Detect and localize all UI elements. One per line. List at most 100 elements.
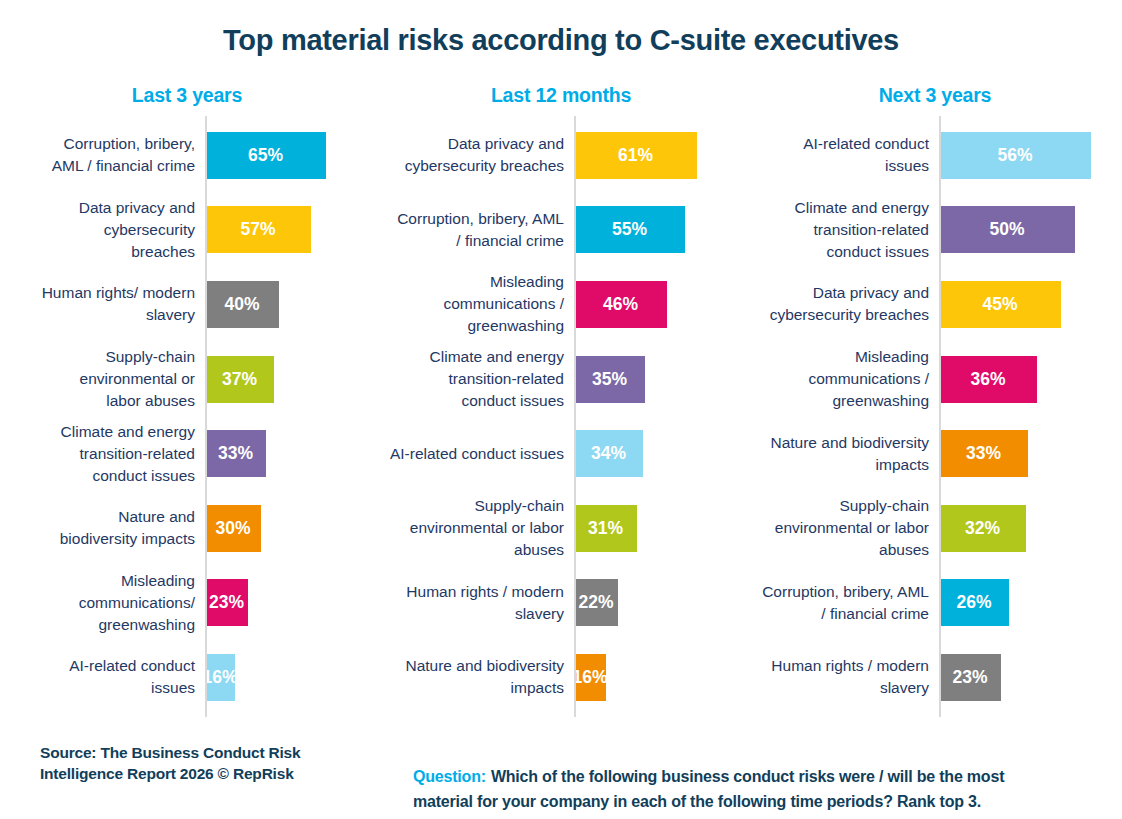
bar: 33% xyxy=(205,430,266,477)
bar-rows: Data privacy and cybersecurity breaches 6… xyxy=(374,118,748,715)
bar: 45% xyxy=(939,281,1061,328)
bar: 65% xyxy=(205,132,326,179)
bar-value-label: 35% xyxy=(592,369,627,390)
category-label: Human rights / modern slavery xyxy=(748,655,939,699)
bar-value-label: 50% xyxy=(989,219,1024,240)
panel-last-12-months: Last 12 months Data privacy and cybersecu… xyxy=(374,84,748,715)
bar: 57% xyxy=(205,206,311,253)
bar-value-label: 16% xyxy=(572,667,607,688)
question-text: Which of the following business conduct … xyxy=(413,768,1004,810)
bar-row-lightblue: AI-related conduct issues56% xyxy=(748,118,1122,193)
bar-value-label: 30% xyxy=(215,518,250,539)
bar-value-label: 45% xyxy=(982,294,1017,315)
bar-value-label: 23% xyxy=(952,667,987,688)
category-label: Supply-chain environmental or labor abus… xyxy=(0,346,205,412)
page-title: Top material risks according to C-suite … xyxy=(0,24,1122,57)
bar-value-label: 22% xyxy=(578,592,613,613)
bar-row-purple: Climate and energy transition-related co… xyxy=(374,342,748,417)
category-label: Misleading communications / greenwashing xyxy=(748,346,939,412)
bar: 32% xyxy=(939,505,1026,552)
category-label: Data privacy and cybersecurity breaches xyxy=(374,133,574,177)
bar-value-label: 57% xyxy=(240,219,275,240)
bar-value-label: 32% xyxy=(965,518,1000,539)
bar: 34% xyxy=(574,430,643,477)
question-prefix-label: Question: xyxy=(413,768,486,785)
bar-value-label: 34% xyxy=(591,443,626,464)
source-note: Source: The Business Conduct Risk Intell… xyxy=(40,743,300,785)
category-label: AI-related conduct issues xyxy=(0,655,205,699)
bar-rows: Corruption, bribery, AML / financial cri… xyxy=(0,118,374,715)
category-label: AI-related conduct issues xyxy=(374,443,574,465)
bar-value-label: 31% xyxy=(588,518,623,539)
bar-row-yellow: Data privacy and cybersecurity breaches 6… xyxy=(374,118,748,193)
category-label: Human rights/ modern slavery xyxy=(0,282,205,326)
panel-header: Next 3 years xyxy=(748,84,1122,108)
bar: 40% xyxy=(205,281,279,328)
category-label: Data privacy and cybersecurity breaches xyxy=(0,197,205,263)
category-label: Misleading communications / greenwashing xyxy=(374,271,574,337)
category-label: Human rights / modern slavery xyxy=(374,581,574,625)
bar-row-yellow: Data privacy and cybersecurity breaches 5… xyxy=(0,193,374,268)
bar-row-purple: Climate and energy transition-related co… xyxy=(748,193,1122,268)
bar: 37% xyxy=(205,356,274,403)
question-note: Question:Which of the following business… xyxy=(413,740,1108,814)
bar: 22% xyxy=(574,579,618,626)
bar-value-label: 33% xyxy=(966,443,1001,464)
bar-row-magenta: Misleading communications/ greenwashing2… xyxy=(0,566,374,641)
bar-value-label: 16% xyxy=(202,667,237,688)
bar-value-label: 26% xyxy=(956,592,991,613)
bar-row-gray: Human rights/ modern slavery40% xyxy=(0,267,374,342)
category-label: Misleading communications/ greenwashing xyxy=(0,570,205,636)
panel-header: Last 12 months xyxy=(374,84,748,108)
category-label: Supply-chain environmental or labor abus… xyxy=(374,495,574,561)
bar-value-label: 33% xyxy=(218,443,253,464)
bar-row-cyan: Corruption, bribery, AML / financial cri… xyxy=(374,193,748,268)
bar: 23% xyxy=(939,654,1001,701)
bar: 31% xyxy=(574,505,637,552)
bar-value-label: 36% xyxy=(970,369,1005,390)
bar-value-label: 55% xyxy=(612,219,647,240)
category-label: Supply-chain environmental or labor abus… xyxy=(748,495,939,561)
bar-row-gray: Human rights / modern slavery22% xyxy=(374,566,748,641)
bar-rows: AI-related conduct issues56%Climate and … xyxy=(748,118,1122,715)
chart-panels: Last 3 years Corruption, bribery, AML / f… xyxy=(0,84,1122,715)
bar-row-gray: Human rights / modern slavery 23% xyxy=(748,640,1122,715)
category-label: Corruption, bribery, AML / financial cri… xyxy=(748,581,939,625)
category-label: Corruption, bribery, AML / financial cri… xyxy=(0,133,205,177)
category-label: Nature and biodiversity impacts xyxy=(748,432,939,476)
bar-value-label: 61% xyxy=(618,145,653,166)
category-label: Nature and biodiversity impacts xyxy=(0,506,205,550)
bar-row-magenta: Misleading communications / greenwashing… xyxy=(748,342,1122,417)
category-label: Data privacy and cybersecurity breaches xyxy=(748,282,939,326)
bar: 16% xyxy=(205,654,235,701)
bar: 16% xyxy=(574,654,606,701)
axis-line xyxy=(574,116,576,717)
bar-row-cyan: Corruption, bribery, AML / financial cri… xyxy=(0,118,374,193)
bar-row-green: Supply-chain environmental or labor abus… xyxy=(748,491,1122,566)
bar-row-orange: Nature and biodiversity impacts 33% xyxy=(748,416,1122,491)
panel-header: Last 3 years xyxy=(0,84,374,108)
bar: 61% xyxy=(574,132,697,179)
bar-row-yellow: Data privacy and cybersecurity breaches 4… xyxy=(748,267,1122,342)
bar-row-orange: Nature and biodiversity impacts 30% xyxy=(0,491,374,566)
bar-value-label: 65% xyxy=(248,145,283,166)
panel-next-3-years: Next 3 years AI-related conduct issues56%… xyxy=(748,84,1122,715)
category-label: Nature and biodiversity impacts xyxy=(374,655,574,699)
bar-row-orange: Nature and biodiversity impacts16% xyxy=(374,640,748,715)
bar: 26% xyxy=(939,579,1009,626)
category-label: Climate and energy transition-related co… xyxy=(748,197,939,263)
bar-value-label: 56% xyxy=(997,145,1032,166)
bar: 35% xyxy=(574,356,645,403)
infographic-frame: Top material risks according to C-suite … xyxy=(0,0,1122,819)
bar: 50% xyxy=(939,206,1075,253)
bar-row-lightblue: AI-related conduct issues 34% xyxy=(374,416,748,491)
bar: 55% xyxy=(574,206,685,253)
bar-value-label: 46% xyxy=(603,294,638,315)
bar-value-label: 23% xyxy=(209,592,244,613)
category-label: Corruption, bribery, AML / financial cri… xyxy=(374,208,574,252)
bar-row-cyan: Corruption, bribery, AML / financial cri… xyxy=(748,566,1122,641)
bar: 23% xyxy=(205,579,248,626)
bar-row-magenta: Misleading communications / greenwashing… xyxy=(374,267,748,342)
bar-row-lightblue: AI-related conduct issues16% xyxy=(0,640,374,715)
bar: 46% xyxy=(574,281,667,328)
